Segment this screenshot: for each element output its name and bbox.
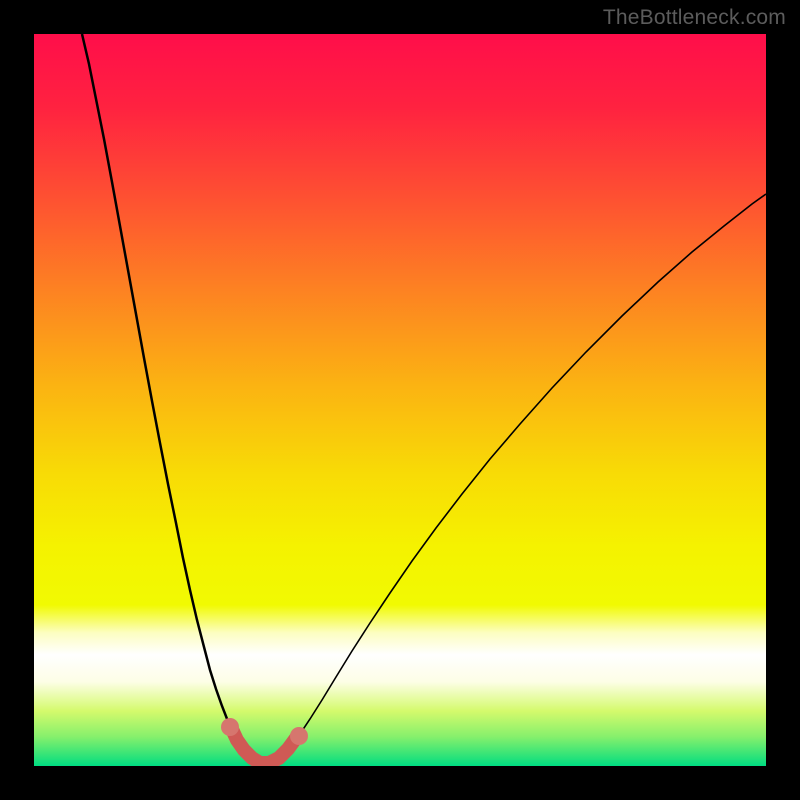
gradient-background — [34, 34, 766, 766]
highlight-right-cap — [290, 727, 308, 745]
plot-svg — [34, 34, 766, 766]
highlight-left-cap — [221, 718, 239, 736]
plot-area — [34, 34, 766, 766]
chart-canvas: TheBottleneck.com — [0, 0, 800, 800]
watermark-text: TheBottleneck.com — [603, 6, 786, 30]
